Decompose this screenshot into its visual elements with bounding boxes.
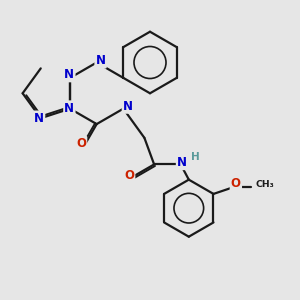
Text: N: N xyxy=(96,54,106,68)
Text: N: N xyxy=(64,101,74,115)
Text: O: O xyxy=(124,169,134,182)
Text: N: N xyxy=(123,100,133,112)
Text: N: N xyxy=(64,68,74,81)
Text: CH₃: CH₃ xyxy=(255,180,274,189)
Text: O: O xyxy=(231,177,241,190)
Text: N: N xyxy=(34,112,44,125)
Text: O: O xyxy=(76,137,86,150)
Text: N: N xyxy=(177,156,187,169)
Text: H: H xyxy=(190,152,199,162)
